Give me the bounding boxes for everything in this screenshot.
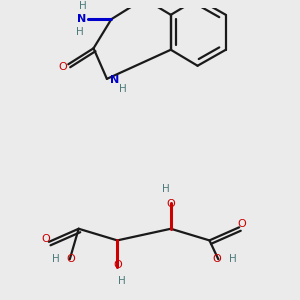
Text: O: O	[167, 199, 175, 209]
Text: H: H	[229, 254, 236, 264]
Text: H: H	[76, 27, 84, 37]
Text: N: N	[77, 14, 86, 24]
Text: O: O	[212, 254, 221, 264]
Text: H: H	[163, 184, 170, 194]
Text: O: O	[67, 254, 76, 264]
Text: H: H	[52, 254, 59, 264]
Text: O: O	[113, 260, 122, 270]
Text: H: H	[79, 1, 87, 11]
Text: N: N	[110, 75, 119, 85]
Text: O: O	[238, 219, 247, 230]
Text: H: H	[118, 276, 126, 286]
Text: H: H	[119, 84, 127, 94]
Text: O: O	[58, 62, 67, 72]
Text: O: O	[42, 234, 50, 244]
